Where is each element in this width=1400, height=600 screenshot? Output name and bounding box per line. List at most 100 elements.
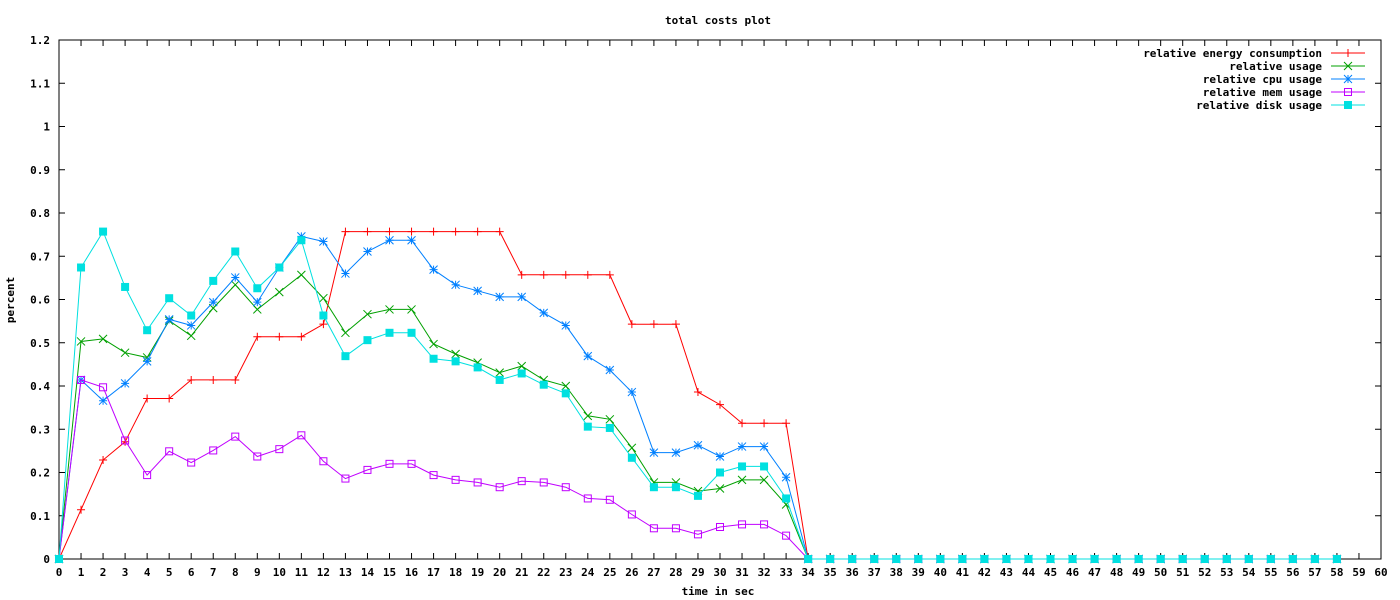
data-point bbox=[716, 468, 724, 477]
y-tick-label: 0.9 bbox=[30, 164, 50, 177]
data-point bbox=[671, 448, 681, 457]
data-point bbox=[1156, 555, 1165, 563]
y-tick-label: 0 bbox=[43, 553, 50, 566]
data-point bbox=[341, 474, 350, 483]
x-tick-label: 42 bbox=[978, 566, 991, 579]
data-point bbox=[1200, 555, 1209, 563]
data-point bbox=[693, 530, 702, 539]
y-tick-label: 1.1 bbox=[30, 77, 50, 90]
data-point bbox=[1134, 555, 1143, 563]
data-point bbox=[297, 270, 306, 280]
data-point bbox=[187, 458, 196, 467]
x-tick-label: 40 bbox=[934, 566, 947, 579]
data-point bbox=[77, 505, 86, 514]
x-tick-label: 38 bbox=[890, 566, 903, 579]
data-point bbox=[275, 263, 284, 272]
data-point bbox=[407, 235, 416, 245]
x-tick-label: 31 bbox=[735, 566, 749, 579]
data-point bbox=[760, 419, 769, 428]
x-tick-label: 13 bbox=[339, 566, 352, 579]
data-point bbox=[693, 491, 702, 500]
y-tick-label: 0.8 bbox=[30, 207, 50, 220]
data-point bbox=[738, 520, 747, 529]
data-point bbox=[693, 440, 703, 450]
data-point bbox=[737, 475, 747, 485]
data-point bbox=[627, 320, 636, 329]
data-point bbox=[208, 297, 218, 307]
data-point bbox=[429, 354, 438, 363]
data-point bbox=[561, 381, 571, 391]
y-tick-label: 0.6 bbox=[30, 294, 50, 307]
x-tick-label: 56 bbox=[1286, 566, 1300, 579]
data-point bbox=[782, 531, 791, 540]
legend-label: relative disk usage bbox=[1196, 99, 1322, 112]
y-tick-label: 1.2 bbox=[30, 34, 50, 47]
data-point bbox=[914, 555, 923, 563]
y-tick-label: 0.1 bbox=[30, 510, 50, 523]
data-point bbox=[1178, 555, 1187, 563]
data-point bbox=[782, 419, 791, 428]
data-point bbox=[98, 396, 108, 406]
data-point bbox=[99, 227, 108, 236]
series-0 bbox=[55, 227, 1341, 563]
data-point bbox=[605, 495, 614, 504]
data-point bbox=[165, 394, 174, 403]
data-point bbox=[473, 478, 482, 487]
data-point bbox=[473, 286, 482, 296]
x-tick-label: 49 bbox=[1132, 566, 1145, 579]
x-tick-label: 59 bbox=[1352, 566, 1365, 579]
data-point bbox=[451, 349, 460, 359]
data-point bbox=[186, 331, 196, 341]
legend-label: relative usage bbox=[1229, 60, 1322, 73]
data-point bbox=[451, 475, 460, 484]
x-tick-label: 21 bbox=[515, 566, 529, 579]
legend-label: relative mem usage bbox=[1203, 86, 1323, 99]
data-point bbox=[1068, 555, 1077, 563]
x-tick-label: 25 bbox=[603, 566, 616, 579]
data-point bbox=[252, 305, 262, 314]
data-point bbox=[165, 447, 174, 456]
data-point bbox=[253, 284, 262, 293]
y-tick-label: 0.4 bbox=[30, 380, 50, 393]
data-point bbox=[252, 297, 262, 307]
data-point bbox=[561, 389, 570, 398]
x-tick-label: 8 bbox=[232, 566, 239, 579]
data-point bbox=[142, 356, 152, 366]
data-point bbox=[649, 524, 658, 533]
series-line bbox=[58, 274, 1337, 560]
data-point bbox=[429, 471, 438, 480]
data-point bbox=[1332, 555, 1341, 563]
data-point bbox=[385, 235, 394, 245]
data-point bbox=[341, 269, 350, 278]
x-tick-label: 50 bbox=[1154, 566, 1167, 579]
x-tick-label: 44 bbox=[1022, 566, 1036, 579]
x-tick-label: 7 bbox=[210, 566, 217, 579]
data-point bbox=[319, 311, 328, 320]
series-line bbox=[58, 235, 1337, 560]
data-point bbox=[275, 445, 284, 454]
data-point bbox=[473, 227, 482, 236]
data-point bbox=[363, 465, 372, 474]
x-tick-label: 15 bbox=[383, 566, 396, 579]
x-tick-label: 6 bbox=[188, 566, 195, 579]
data-point bbox=[1002, 555, 1011, 563]
data-point bbox=[649, 448, 659, 457]
data-point bbox=[187, 311, 196, 320]
data-point bbox=[451, 227, 460, 236]
legend-marker bbox=[1344, 88, 1352, 96]
data-point bbox=[1288, 555, 1297, 563]
x-tick-label: 12 bbox=[317, 566, 330, 579]
x-tick-label: 52 bbox=[1198, 566, 1211, 579]
legend-marker bbox=[1344, 101, 1352, 109]
x-tick-label: 30 bbox=[713, 566, 726, 579]
data-point bbox=[385, 328, 394, 337]
data-point bbox=[583, 422, 592, 431]
data-point bbox=[143, 326, 152, 335]
data-point bbox=[737, 442, 747, 451]
data-point bbox=[187, 375, 196, 384]
x-axis: 0 1 2 3 4 5 6 7 8 9 10 11 12 13 14 15 16 17 18 19 20 21 22 23 24… bbox=[56, 40, 1388, 579]
data-point bbox=[363, 247, 372, 256]
data-point bbox=[120, 348, 130, 358]
data-point bbox=[253, 452, 262, 461]
data-point bbox=[385, 305, 394, 314]
